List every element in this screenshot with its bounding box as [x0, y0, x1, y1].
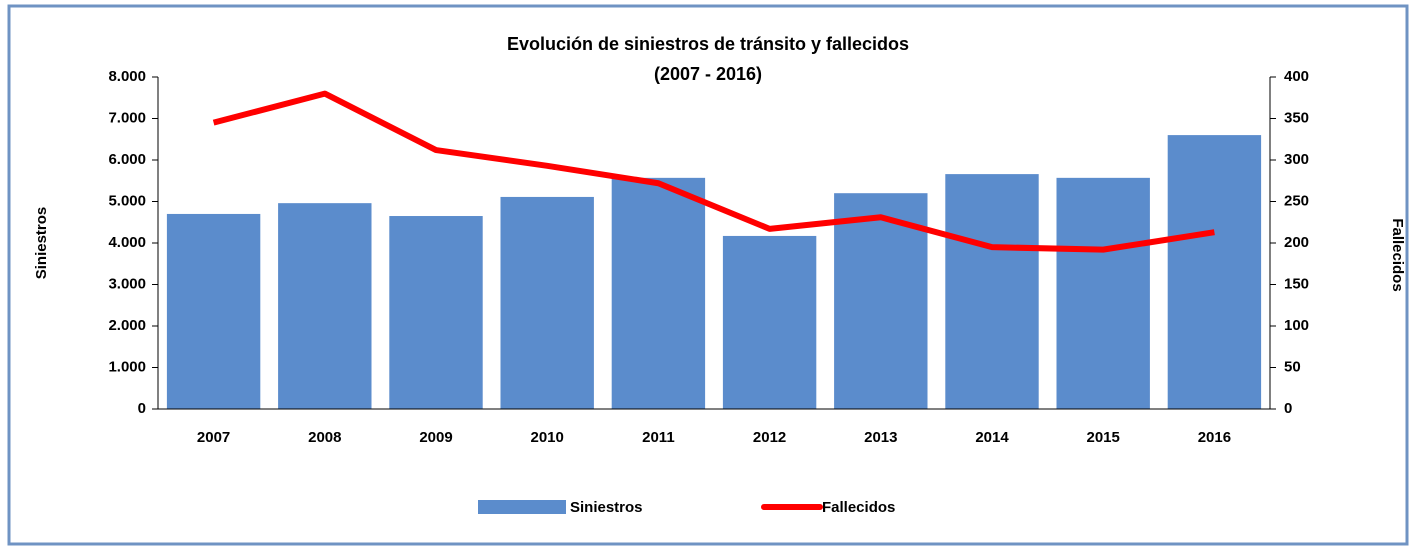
y2-axis-title: Fallecidos	[1389, 218, 1406, 291]
y2-tick-label: 0	[1284, 400, 1292, 417]
x-tick-label: 2011	[642, 429, 675, 446]
y2-tick-label: 150	[1284, 275, 1309, 292]
line	[212, 90, 1215, 253]
bar	[722, 235, 817, 409]
y-tick-label: 0	[138, 400, 146, 417]
y-tick-label: 6.000	[108, 151, 146, 168]
bar	[166, 213, 261, 409]
y2-tick-label: 50	[1284, 358, 1301, 375]
y-tick-label: 3.000	[108, 275, 146, 292]
bar	[834, 193, 928, 409]
chart-title: Evolución de siniestros de tránsito y fa…	[507, 34, 909, 54]
bar	[1167, 135, 1262, 409]
y-tick-label: 2.000	[108, 317, 146, 334]
y2-tick-label: 350	[1284, 109, 1309, 126]
y2-tick-label: 400	[1284, 68, 1309, 85]
x-tick-label: 2009	[419, 429, 452, 446]
x-tick-label: 2013	[864, 429, 897, 446]
y-tick-label: 1.000	[108, 358, 146, 375]
x-tick-label: 2015	[1087, 429, 1120, 446]
bar	[1056, 177, 1150, 409]
bar	[611, 177, 706, 409]
bar	[278, 203, 372, 409]
x-tick-label: 2007	[197, 429, 230, 446]
y2-tick-label: 250	[1284, 192, 1309, 209]
y2-tick-label: 300	[1284, 151, 1309, 168]
legend-label: Siniestros	[570, 499, 643, 516]
chart-subtitle: (2007 - 2016)	[654, 64, 762, 84]
y-tick-label: 5.000	[108, 192, 146, 209]
y-tick-label: 7.000	[108, 109, 146, 126]
x-tick-label: 2008	[308, 429, 341, 446]
legend-swatch	[478, 500, 566, 514]
y-tick-label: 4.000	[108, 234, 146, 251]
y2-tick-label: 200	[1284, 234, 1309, 251]
y-axis-title: Siniestros	[33, 207, 50, 280]
y2-tick-label: 100	[1284, 317, 1309, 334]
legend-label: Fallecidos	[822, 499, 895, 516]
x-tick-label: 2014	[975, 429, 1009, 446]
y-tick-label: 8.000	[108, 68, 146, 85]
x-tick-label: 2012	[753, 429, 786, 446]
x-tick-label: 2016	[1198, 429, 1231, 446]
bar	[945, 174, 1039, 409]
bar	[389, 216, 483, 409]
x-tick-label: 2010	[531, 429, 564, 446]
bar	[500, 196, 594, 409]
